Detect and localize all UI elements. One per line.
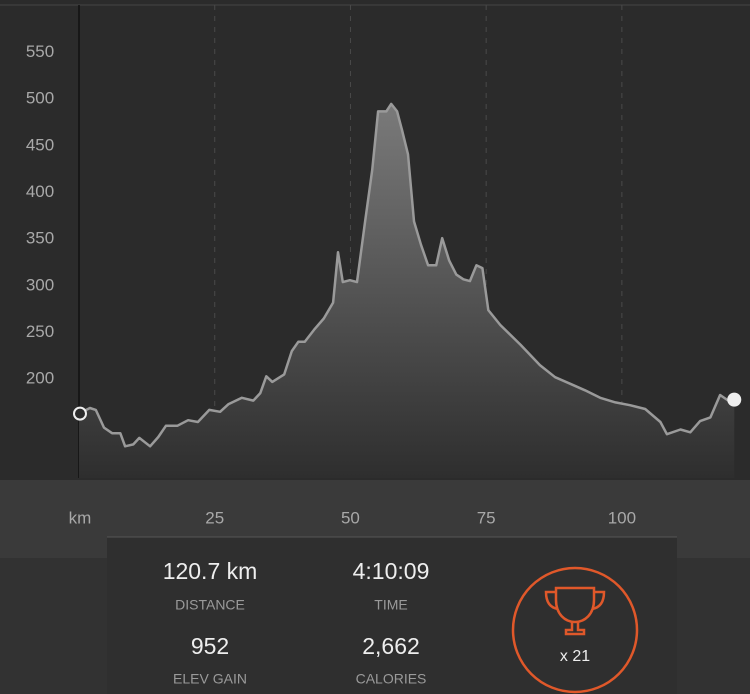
x-axis-label: km: [69, 508, 92, 527]
stat-value: 2,662: [362, 633, 420, 659]
achievement-count: x 21: [560, 648, 590, 665]
trophy-icon: [544, 586, 606, 636]
stat-label: ELEV GAIN: [173, 671, 247, 687]
stat-value: 120.7 km: [163, 558, 258, 584]
x-tick-label: 75: [477, 508, 496, 527]
stats-panel: [107, 537, 677, 694]
stat-label: CALORIES: [356, 671, 427, 687]
y-tick-label: 550: [26, 42, 54, 61]
elevation-chart: 25 50 75 100 200 250 300 350 400 450 500 550: [26, 5, 742, 527]
badge-circle: [511, 566, 639, 694]
x-tick-label: 50: [341, 508, 360, 527]
stat-label: TIME: [374, 597, 407, 613]
elevation-line: [78, 102, 735, 448]
y-tick-label: 350: [26, 229, 54, 248]
x-tick-label: 100: [608, 508, 636, 527]
x-tick-label: 25: [205, 508, 224, 527]
stat-value: 4:10:09: [353, 558, 430, 584]
y-tick-label: 300: [26, 275, 54, 294]
achievements-badge[interactable]: x 21: [511, 566, 639, 694]
y-tick-label: 400: [26, 182, 54, 201]
stat-label: DISTANCE: [175, 597, 245, 613]
y-tick-label: 450: [26, 135, 54, 154]
end-marker: [727, 392, 742, 407]
y-tick-label: 250: [26, 322, 54, 341]
stat-value: 952: [191, 633, 229, 659]
y-tick-label: 500: [26, 89, 54, 108]
y-tick-label: 200: [26, 369, 54, 388]
start-marker: [73, 406, 87, 421]
